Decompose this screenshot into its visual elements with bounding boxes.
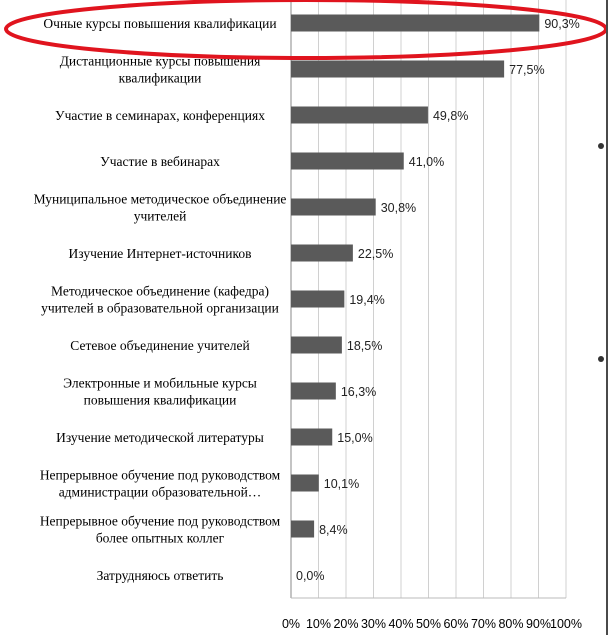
category-label: Затрудняюсь ответить — [97, 568, 224, 583]
category-label: Очные курсы повышения квалификации — [43, 16, 276, 31]
data-label: 15,0% — [337, 431, 372, 445]
bar — [291, 520, 315, 538]
bullet-icon — [598, 143, 604, 149]
data-label: 16,3% — [341, 385, 376, 399]
bar — [291, 382, 336, 400]
bar — [291, 14, 540, 32]
x-tick-label: 20% — [333, 617, 358, 631]
frame-border — [606, 0, 608, 635]
bar — [291, 60, 505, 78]
bullet-icon — [598, 356, 604, 362]
x-tick-label: 80% — [498, 617, 523, 631]
bar — [291, 106, 428, 124]
x-tick-label: 0% — [282, 617, 300, 631]
bar — [291, 152, 404, 170]
x-tick-label: 90% — [526, 617, 551, 631]
category-label: Методическое объединение (кафедра) учител… — [41, 284, 279, 316]
bar — [291, 244, 353, 262]
data-label: 22,5% — [358, 247, 393, 261]
x-tick-label: 70% — [471, 617, 496, 631]
data-label: 90,3% — [544, 17, 579, 31]
category-label: Непрерывное обучение под руководством адм… — [40, 468, 281, 500]
x-tick-label: 50% — [416, 617, 441, 631]
bar — [291, 290, 345, 308]
x-tick-label: 30% — [361, 617, 386, 631]
data-label: 30,8% — [381, 201, 416, 215]
x-tick-label: 10% — [306, 617, 331, 631]
category-label: Изучение Интернет-источников — [69, 246, 252, 261]
category-label: Электронные и мобильные курсы повышения к… — [63, 376, 257, 408]
data-label: 77,5% — [509, 63, 544, 77]
category-label: Сетевое объединение учителей — [70, 338, 249, 353]
data-label: 0,0% — [296, 569, 325, 583]
data-label: 49,8% — [433, 109, 468, 123]
bar — [291, 428, 333, 446]
x-tick-label: 40% — [388, 617, 413, 631]
category-label: Участие в вебинарах — [100, 154, 220, 169]
bar — [291, 474, 319, 492]
data-label: 41,0% — [409, 155, 444, 169]
data-label: 19,4% — [349, 293, 384, 307]
data-label: 10,1% — [324, 477, 359, 491]
category-label: Непрерывное обучение под руководством бол… — [40, 514, 281, 546]
category-label: Муниципальное методическое объединение уч… — [34, 192, 287, 224]
x-tick-label: 100% — [550, 617, 582, 631]
category-label: Изучение методической литературы — [56, 430, 264, 445]
data-label: 18,5% — [347, 339, 382, 353]
x-tick-label: 60% — [443, 617, 468, 631]
bar — [291, 336, 342, 354]
category-label: Участие в семинарах, конференциях — [55, 108, 265, 123]
data-label: 8,4% — [319, 523, 348, 537]
bar — [291, 198, 376, 216]
